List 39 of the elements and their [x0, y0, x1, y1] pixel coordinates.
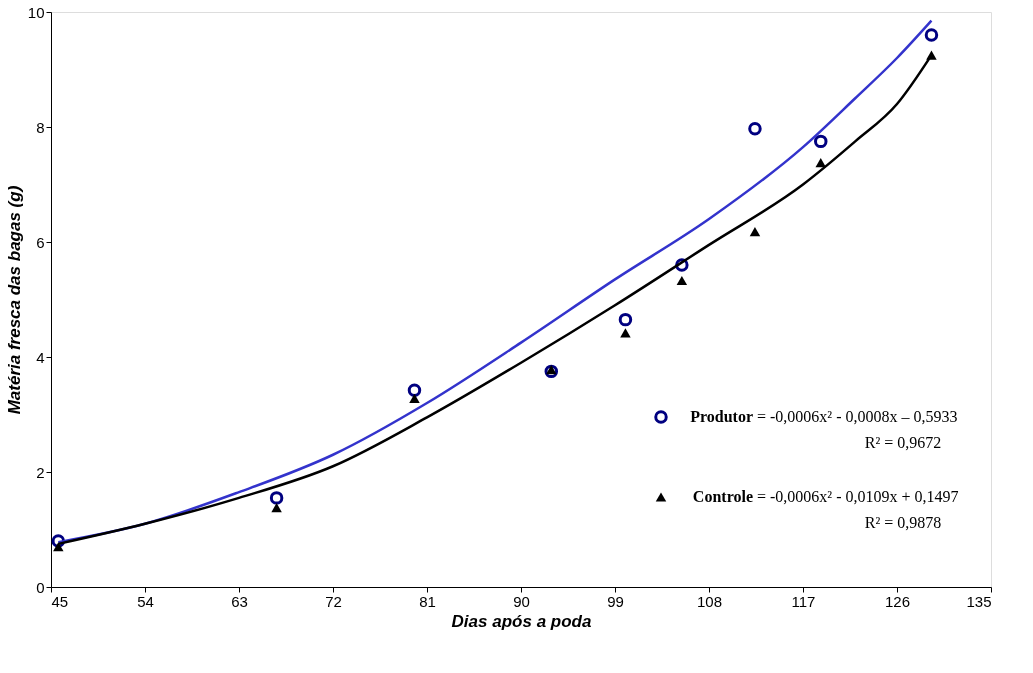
point	[546, 365, 557, 375]
x-tick-label: 90	[513, 592, 530, 610]
x-axis-title: Dias após a poda	[451, 611, 592, 631]
x-tick-label: 117	[791, 592, 816, 610]
point	[407, 383, 422, 398]
y-axis-title: Matéria fresca das bagas (g)	[4, 185, 24, 415]
point	[815, 158, 826, 168]
annotation: R² = 0,9672	[864, 434, 942, 451]
x-tick-label: 126	[884, 592, 911, 610]
y-tick-label: 8	[36, 118, 45, 136]
point	[544, 364, 559, 379]
point	[676, 275, 688, 286]
x-tick-label: 72	[325, 592, 342, 610]
x-tick-label: 135	[966, 592, 992, 610]
y-tick-label: 2	[36, 463, 45, 481]
point	[924, 28, 939, 42]
annotation: = -0,0006x² - 0,0109x + 0,1497	[757, 488, 959, 505]
point	[618, 312, 633, 327]
annotation: R² = 0,9878	[864, 514, 942, 531]
point	[409, 393, 420, 403]
y-tick-label: 0	[36, 578, 45, 596]
legend-label: Controle	[692, 488, 753, 505]
point	[271, 503, 282, 513]
annotation: = -0,0006x² - 0,0008x – 0,5933	[757, 408, 958, 425]
x-tick-label: 63	[231, 592, 248, 610]
y-tick-label: 10	[27, 3, 45, 21]
legend-label: Produtor	[690, 408, 753, 425]
y-tick-label: 4	[36, 348, 45, 366]
point	[620, 328, 631, 338]
point	[749, 227, 761, 237]
y-tick-label: 6	[36, 233, 45, 251]
x-tick-label: 81	[419, 592, 436, 610]
x-tick-label: 99	[607, 592, 624, 610]
x-tick-label: 54	[137, 592, 154, 610]
x-tick-label: 108	[696, 592, 723, 610]
point	[748, 121, 762, 136]
x-tick-label: 45	[51, 592, 69, 610]
point	[814, 134, 828, 149]
point	[269, 491, 284, 505]
